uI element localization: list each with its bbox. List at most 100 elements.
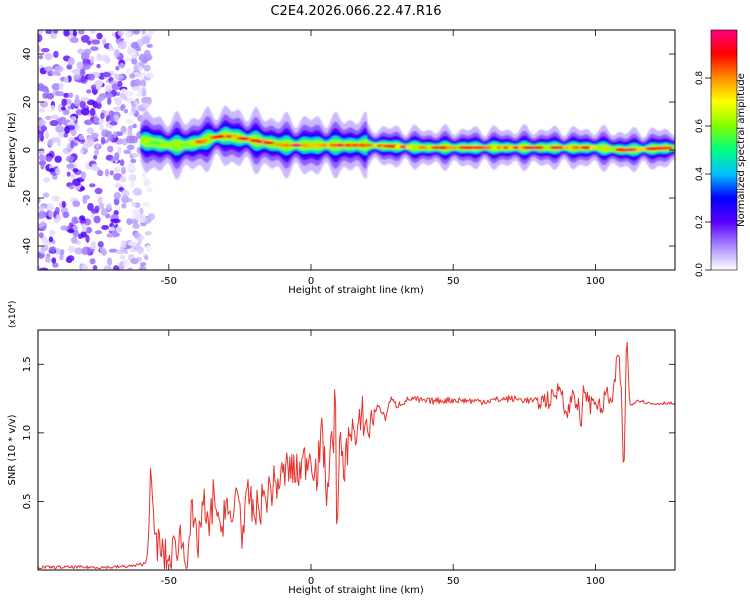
noise-speckle [63, 30, 70, 37]
spectrogram-panel: -50 0 50 100 -40 -20 0 20 40 Height of straight… [7, 29, 676, 296]
snr-y-axis: 0.5 1.0 1.5 [22, 356, 675, 509]
noise-speckle [48, 246, 57, 253]
snr-y-label: SNR (10 * v/v) [7, 414, 18, 485]
noise-speckle [55, 213, 62, 222]
noise-speckle [42, 192, 50, 198]
spectral-ridge-spot [561, 146, 571, 150]
noise-speckle [80, 186, 86, 191]
noise-speckle [108, 43, 113, 50]
spectrogram-y-label: Frequency (Hz) [7, 112, 18, 188]
noise-speckle [68, 137, 76, 143]
noise-speckle [115, 249, 125, 255]
noise-speckle [98, 118, 104, 125]
noise-speckle [91, 163, 99, 171]
noise-speckle [113, 173, 123, 181]
noise-speckle [41, 244, 49, 252]
noise-speckle [67, 105, 72, 111]
noise-speckle [100, 112, 105, 120]
noise-speckle [38, 45, 41, 53]
spectral-ridge-spot [362, 143, 373, 147]
noise-speckle [129, 174, 135, 180]
noise-speckle [117, 227, 123, 233]
noise-speckle [72, 178, 81, 187]
noise-speckle [53, 50, 59, 58]
noise-speckle [116, 146, 122, 155]
spectral-ridge-spot [263, 141, 275, 145]
noise-speckle [120, 125, 127, 133]
noise-speckle [98, 202, 105, 210]
noise-speckle [131, 41, 139, 49]
noise-speckle [106, 233, 114, 238]
noise-speckle [70, 116, 77, 122]
colorbar-gradient [710, 29, 738, 271]
noise-speckle [127, 241, 137, 247]
noise-speckle [129, 110, 135, 116]
noise-speckle [38, 205, 45, 211]
noise-speckle [83, 119, 93, 126]
noise-speckle [108, 110, 115, 118]
noise-speckle [107, 97, 112, 106]
noise-speckle [52, 175, 58, 180]
noise-speckle [147, 213, 156, 221]
noise-speckle [143, 178, 151, 187]
noise-speckle [129, 73, 136, 79]
noise-speckle [144, 230, 153, 236]
noise-speckle [95, 143, 100, 149]
noise-speckle [60, 106, 66, 111]
y-tick-label: 0 [22, 147, 33, 153]
noise-speckle [46, 92, 55, 100]
spectral-ridge-spot [281, 143, 291, 147]
noise-speckle [127, 128, 133, 137]
noise-speckle [80, 107, 90, 116]
noise-speckle [68, 185, 75, 190]
noise-speckle [117, 80, 123, 88]
noise-speckle [96, 63, 101, 69]
noise-speckle [90, 56, 95, 64]
noise-speckle [39, 100, 49, 108]
noise-speckle [112, 131, 118, 138]
y-tick-label: 1.0 [22, 425, 33, 441]
noise-speckle [139, 235, 144, 241]
noise-speckle [90, 84, 98, 91]
noise-speckle [113, 166, 120, 173]
noise-speckle [38, 108, 46, 113]
noise-speckle [138, 265, 147, 270]
noise-speckle [71, 225, 79, 231]
noise-speckle [119, 255, 126, 260]
noise-speckle [125, 68, 132, 74]
noise-speckle [38, 133, 43, 139]
noise-speckle [126, 144, 135, 151]
snr-background [38, 330, 675, 570]
noise-speckle [100, 136, 106, 145]
noise-speckle [105, 92, 113, 99]
noise-speckle [67, 258, 73, 263]
noise-speckle [120, 166, 126, 175]
noise-speckle [89, 30, 96, 35]
noise-speckle [93, 154, 98, 160]
noise-speckle [70, 140, 75, 149]
noise-speckle [127, 267, 134, 270]
noise-speckle [123, 95, 128, 101]
noise-speckle [119, 175, 127, 183]
noise-speckle [113, 97, 122, 103]
noise-speckle [135, 92, 143, 97]
noise-speckle [69, 36, 79, 44]
noise-speckle [105, 130, 113, 137]
noise-speckle [90, 46, 99, 51]
noise-speckle [109, 121, 118, 126]
noise-speckle [45, 155, 53, 162]
spectral-ridge-spot [571, 146, 581, 150]
noise-speckle [94, 205, 100, 213]
noise-speckle [45, 115, 52, 121]
noise-speckle [113, 73, 120, 80]
noise-speckle [38, 210, 47, 219]
noise-speckle [77, 30, 85, 35]
snr-frame [37, 329, 676, 571]
noise-speckle [142, 201, 151, 208]
noise-speckle [125, 30, 132, 39]
noise-speckle [108, 226, 116, 232]
noise-speckle [60, 225, 69, 231]
noise-speckle [139, 216, 147, 224]
noise-speckle [57, 118, 63, 126]
